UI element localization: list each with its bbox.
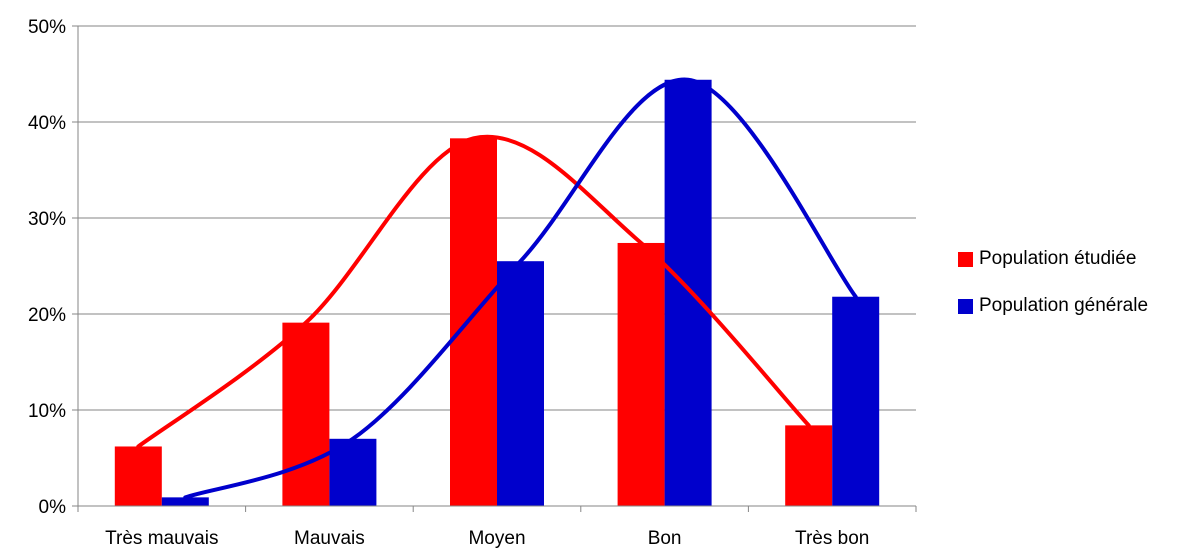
x-tick-label: Moyen (468, 528, 525, 549)
y-tick-label: 40% (28, 113, 66, 134)
trend-curve-population-etudiee (136, 134, 811, 449)
x-tick-label: Mauvais (294, 528, 365, 549)
y-tick-label: 50% (28, 17, 66, 38)
x-axis-labels: Très mauvais Mauvais Moyen Bon Très bon (105, 528, 869, 549)
x-tick-label: Très bon (795, 528, 869, 549)
bar-population-etudiee (450, 138, 497, 506)
legend-swatch-blue (958, 298, 973, 314)
bar-population-etudiee (114, 446, 162, 506)
x-tick-label: Très mauvais (105, 528, 218, 549)
y-axis-labels: 0% 10% 20% 30% 40% 50% (28, 17, 66, 518)
bar-population-generale (161, 497, 209, 506)
legend: Population étudiée Population générale (958, 246, 1148, 340)
bar-population-generale (832, 296, 880, 506)
x-tick-label: Bon (648, 528, 682, 549)
y-tick-label: 30% (28, 209, 66, 230)
legend-label: Population générale (979, 295, 1149, 316)
bar-population-etudiee (785, 425, 833, 506)
bar-population-etudiee (282, 322, 330, 506)
bar-population-etudiee (617, 242, 665, 506)
bars (114, 79, 880, 506)
legend-item-population-etudiee: Population étudiée (958, 246, 1148, 272)
legend-item-population-generale: Population générale (958, 293, 1148, 319)
trend-curves (136, 77, 858, 500)
trend-curve-population-generale (183, 77, 858, 500)
axes (77, 26, 917, 512)
bar-population-generale (664, 79, 712, 506)
y-tick-label: 10% (28, 401, 66, 422)
legend-label: Population étudiée (979, 248, 1137, 269)
legend-swatch-red (958, 251, 973, 267)
bar-population-generale (497, 261, 544, 506)
y-tick-label: 20% (28, 305, 66, 326)
y-tick-label: 0% (39, 497, 67, 518)
